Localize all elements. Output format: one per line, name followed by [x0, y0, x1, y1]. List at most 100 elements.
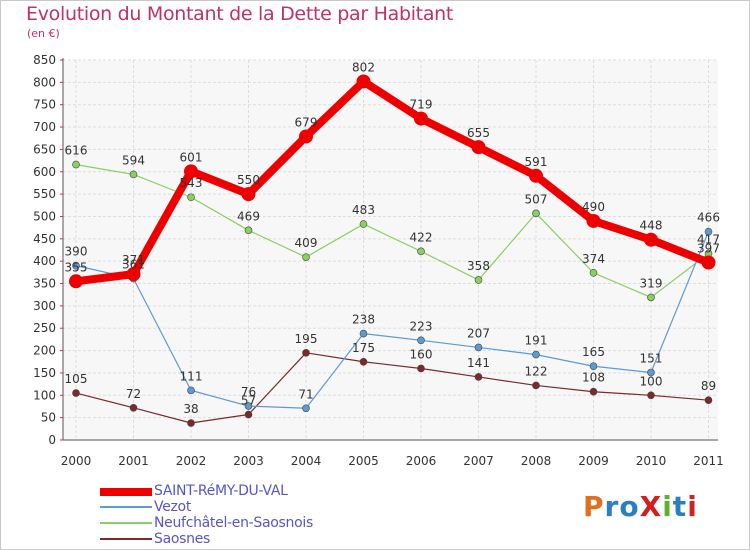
data-point: [704, 396, 713, 405]
data-label: 57: [241, 394, 256, 408]
y-tick-label: 250: [33, 321, 56, 335]
data-point: [72, 389, 80, 397]
legend-item-saosnes: Saosnes: [100, 531, 360, 547]
data-label: 594: [122, 153, 145, 167]
x-tick-label: 2011: [693, 454, 724, 468]
legend-swatch-saint-remy: [100, 488, 152, 496]
data-point: [187, 419, 195, 427]
data-label: 469: [237, 209, 260, 223]
y-tick-label: 850: [33, 53, 56, 67]
data-label: 591: [525, 155, 548, 169]
data-point: [417, 336, 425, 345]
x-tick-label: 2007: [463, 454, 494, 468]
y-tick-label: 0: [48, 433, 56, 447]
x-tick-label: 2006: [406, 454, 437, 468]
data-label: 175: [352, 341, 375, 355]
data-point: [299, 129, 313, 144]
data-label: 371: [122, 253, 145, 267]
data-point: [359, 329, 368, 338]
data-point: [187, 386, 195, 395]
data-point: [244, 226, 253, 235]
data-label: 141: [467, 356, 490, 370]
y-tick-label: 50: [41, 411, 56, 425]
data-point: [359, 357, 368, 366]
data-point: [414, 111, 428, 126]
data-label: 374: [582, 252, 605, 266]
data-point: [417, 364, 425, 373]
logo-letter: o: [619, 490, 640, 523]
data-label: 195: [295, 332, 318, 346]
proxiti-logo: ProXiti: [583, 490, 698, 523]
data-point: [184, 164, 198, 179]
y-tick-label: 650: [33, 142, 56, 156]
legend-label-saosnes: Saosnes: [154, 531, 211, 547]
data-label: 207: [467, 326, 490, 340]
data-point: [129, 404, 138, 412]
x-tick-label: 2004: [291, 454, 322, 468]
data-label: 358: [467, 259, 490, 273]
logo-letter: X: [639, 490, 663, 523]
legend-label-vezot: Vezot: [154, 499, 192, 515]
data-point: [586, 213, 601, 228]
data-label: 507: [525, 192, 548, 206]
data-label: 223: [410, 319, 433, 333]
data-label: 466: [697, 211, 720, 225]
data-point: [474, 276, 483, 284]
legend-swatch-neufchatel: [100, 522, 152, 524]
data-point: [474, 343, 483, 352]
data-label: 191: [525, 334, 548, 348]
data-point: [647, 293, 655, 302]
x-tick-label: 2001: [118, 454, 149, 468]
data-point: [532, 350, 540, 359]
legend-label-neufchatel: Neufchâtel-en-Saosnois: [154, 515, 313, 531]
data-label: 160: [410, 347, 433, 361]
plot-area: [63, 60, 718, 440]
data-point: [359, 220, 368, 228]
data-label: 448: [640, 219, 663, 233]
data-point: [647, 391, 655, 400]
data-point: [589, 387, 598, 396]
chart-subtitle: (en €): [27, 27, 60, 40]
logo-letter: t: [672, 490, 688, 523]
data-point: [302, 404, 310, 413]
data-label: 679: [295, 115, 318, 129]
data-label: 397: [697, 242, 720, 256]
data-label: 89: [701, 379, 716, 393]
y-tick-label: 350: [33, 277, 56, 291]
data-label: 319: [640, 276, 663, 290]
logo-letter: i: [687, 490, 698, 523]
data-point: [129, 170, 138, 179]
y-tick-label: 100: [33, 388, 56, 402]
y-tick-label: 450: [33, 232, 56, 246]
data-label: 422: [410, 230, 433, 244]
data-point: [187, 193, 195, 202]
data-point: [241, 187, 256, 202]
x-tick-label: 2002: [176, 454, 207, 468]
data-label: 655: [467, 126, 490, 140]
data-label: 483: [352, 203, 375, 217]
data-label: 719: [410, 98, 433, 112]
data-point: [417, 247, 425, 256]
data-label: 76: [241, 385, 256, 399]
data-point: [471, 140, 486, 155]
x-tick-label: 2000: [61, 454, 92, 468]
chart-title: Evolution du Montant de la Dette par Hab…: [26, 3, 454, 25]
data-label: 490: [582, 200, 605, 214]
series-line-3: [75, 352, 709, 424]
data-point: [356, 74, 371, 89]
data-label: 417: [697, 233, 720, 247]
data-label: 38: [183, 402, 198, 416]
y-tick-label: 150: [33, 366, 56, 380]
y-tick-label: 750: [33, 98, 56, 112]
data-label: 802: [352, 60, 375, 74]
data-label: 111: [180, 369, 203, 383]
logo-letter: i: [662, 490, 673, 523]
data-point: [529, 168, 543, 183]
data-label: 165: [582, 345, 605, 359]
data-point: [72, 261, 80, 270]
data-label: 409: [295, 236, 318, 250]
data-point: [126, 267, 141, 282]
x-tick-label: 2009: [578, 454, 609, 468]
y-tick-label: 300: [33, 299, 56, 313]
